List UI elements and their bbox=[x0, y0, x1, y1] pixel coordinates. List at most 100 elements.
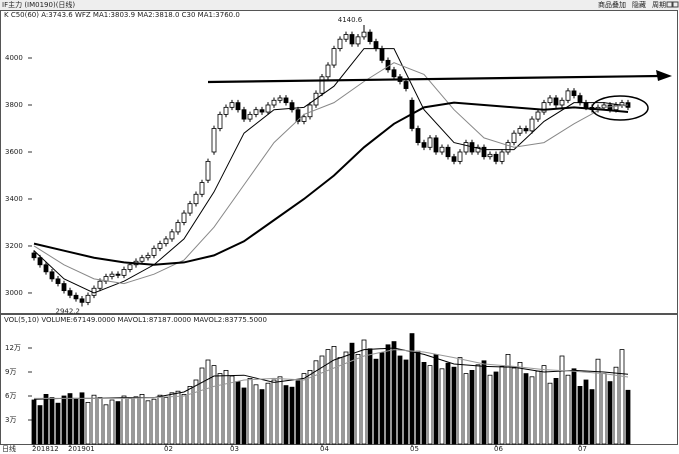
candle-body bbox=[517, 128, 523, 134]
candle-body bbox=[55, 278, 61, 284]
volume-bar bbox=[601, 373, 607, 445]
candle-body bbox=[529, 118, 535, 132]
candle-body bbox=[373, 41, 379, 50]
candle-body bbox=[415, 128, 421, 143]
toolbar-button[interactable]: 周期 bbox=[652, 1, 666, 9]
volume-bar bbox=[337, 357, 343, 445]
volume-bar bbox=[535, 370, 541, 445]
candle-body bbox=[235, 102, 241, 111]
candle-body bbox=[109, 273, 115, 277]
x-tick-label: 201901 bbox=[68, 445, 95, 453]
candle-body bbox=[67, 290, 73, 296]
volume-bar bbox=[139, 393, 145, 445]
candle-body bbox=[379, 48, 385, 61]
title-bar bbox=[0, 0, 679, 10]
candle-body bbox=[433, 137, 439, 153]
candle-body bbox=[49, 271, 55, 280]
y-tick-label: 3800 bbox=[5, 101, 23, 109]
volume-bar bbox=[223, 369, 229, 445]
candle-body bbox=[193, 193, 199, 205]
volume-bar bbox=[79, 392, 85, 445]
candle-body bbox=[583, 102, 589, 108]
volume-bar bbox=[31, 399, 37, 445]
volume-bar bbox=[625, 389, 631, 445]
volume-bar bbox=[433, 353, 439, 445]
ma-line bbox=[33, 101, 629, 266]
toolbar-button[interactable]: 隐藏 bbox=[632, 0, 646, 9]
volume-bar bbox=[103, 404, 109, 445]
volume-bar bbox=[577, 385, 583, 445]
x-tick-label: 07 bbox=[578, 445, 587, 453]
candle-body bbox=[241, 109, 247, 120]
y-tick-label: 3000 bbox=[5, 289, 23, 297]
candle-body bbox=[451, 156, 457, 162]
candle-body bbox=[169, 231, 175, 240]
candle-body bbox=[253, 109, 259, 115]
y-tick-label: 3万 bbox=[5, 416, 16, 424]
volume-bar bbox=[511, 367, 517, 445]
y-tick-label: 6万 bbox=[5, 392, 16, 400]
volume-bar bbox=[211, 365, 217, 445]
candle-body bbox=[301, 116, 307, 122]
volume-bar bbox=[529, 376, 535, 445]
volume-bar bbox=[319, 355, 325, 445]
volume-bar bbox=[391, 341, 397, 445]
volume-bar bbox=[559, 355, 565, 445]
candle-body bbox=[439, 146, 445, 153]
toolbar-button[interactable]: 商品叠加 bbox=[598, 0, 626, 9]
volume-bar bbox=[361, 339, 367, 445]
volume-bar bbox=[217, 373, 223, 445]
volume-header: VOL(5,10) VOLUME:67149.0000 MAVOL1:87187… bbox=[4, 316, 267, 324]
volume-bar bbox=[523, 373, 529, 445]
volume-bar bbox=[565, 374, 571, 445]
volume-bar bbox=[43, 393, 49, 445]
volume-bar bbox=[127, 397, 133, 445]
candle-body bbox=[403, 81, 409, 89]
volume-bar bbox=[61, 395, 67, 445]
candle-body bbox=[211, 128, 217, 153]
candle-body bbox=[43, 264, 49, 273]
volume-bar bbox=[457, 357, 463, 445]
candle-body bbox=[175, 222, 181, 233]
volume-bar bbox=[199, 367, 205, 445]
candle-body bbox=[85, 294, 91, 303]
chart-title: IF主力 (IM0190)(日线) bbox=[2, 0, 75, 9]
window-icon[interactable] bbox=[672, 1, 679, 8]
volume-bar bbox=[229, 375, 235, 445]
volume-bar bbox=[121, 395, 127, 445]
volume-bar bbox=[289, 386, 295, 445]
x-tick-label: 06 bbox=[494, 445, 503, 453]
candle-body bbox=[367, 31, 373, 42]
volume-bar bbox=[421, 361, 427, 445]
volume-bar bbox=[547, 382, 553, 445]
volume-bar bbox=[487, 374, 493, 445]
volume-bar bbox=[169, 392, 175, 445]
volume-bar bbox=[331, 345, 337, 445]
volume-bar bbox=[355, 353, 361, 445]
volume-bar bbox=[307, 369, 313, 445]
volume-bar bbox=[493, 371, 499, 445]
volume-bar bbox=[55, 402, 61, 445]
volume-bar bbox=[175, 390, 181, 445]
volume-bar bbox=[205, 359, 211, 445]
candle-body bbox=[151, 247, 157, 256]
ma-line bbox=[33, 347, 629, 400]
candle-body bbox=[427, 137, 433, 148]
candle-body bbox=[61, 283, 67, 292]
candle-body bbox=[289, 102, 295, 111]
volume-bar bbox=[445, 362, 451, 445]
candle-body bbox=[271, 99, 277, 106]
y-tick-label: 12万 bbox=[5, 344, 21, 352]
volume-bar bbox=[469, 369, 475, 445]
volume-bar bbox=[91, 394, 97, 445]
window-icon[interactable] bbox=[666, 1, 673, 8]
volume-bar bbox=[613, 366, 619, 445]
candle-body bbox=[571, 90, 577, 96]
volume-bar bbox=[373, 358, 379, 445]
candle-body bbox=[325, 64, 331, 78]
volume-bar bbox=[49, 397, 55, 445]
volume-bar bbox=[283, 385, 289, 445]
volume-bar bbox=[385, 344, 391, 445]
candle-body bbox=[37, 257, 43, 266]
